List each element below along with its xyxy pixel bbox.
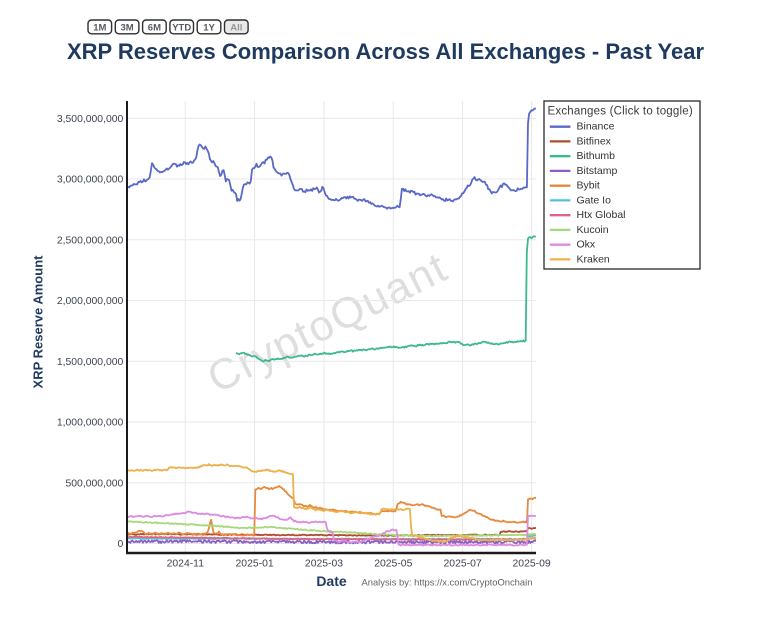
svg-text:Okx: Okx xyxy=(577,239,596,251)
svg-text:1,000,000,000: 1,000,000,000 xyxy=(57,418,124,429)
svg-text:2,000,000,000: 2,000,000,000 xyxy=(57,296,124,307)
svg-text:Analysis by: https://x.com/Cry: Analysis by: https://x.com/CryptoOnchain xyxy=(362,577,533,588)
svg-text:Kucoin: Kucoin xyxy=(577,224,609,236)
svg-text:500,000,000: 500,000,000 xyxy=(66,478,124,489)
svg-text:All: All xyxy=(230,23,242,34)
svg-text:Bybit: Bybit xyxy=(577,180,600,192)
svg-text:Binance: Binance xyxy=(577,121,615,133)
svg-text:2024-11: 2024-11 xyxy=(167,559,205,570)
svg-text:3,000,000,000: 3,000,000,000 xyxy=(57,175,124,186)
svg-text:6M: 6M xyxy=(148,23,161,34)
svg-text:2025-07: 2025-07 xyxy=(444,559,482,570)
svg-text:1,500,000,000: 1,500,000,000 xyxy=(57,357,124,368)
svg-text:3,500,000,000: 3,500,000,000 xyxy=(57,114,124,125)
svg-text:1Y: 1Y xyxy=(203,23,215,34)
svg-text:XRP Reserves Comparison Across: XRP Reserves Comparison Across All Excha… xyxy=(67,39,705,64)
svg-text:2025-05: 2025-05 xyxy=(374,559,412,570)
svg-text:YTD: YTD xyxy=(172,23,191,34)
svg-text:3M: 3M xyxy=(120,23,133,34)
svg-text:2025-03: 2025-03 xyxy=(305,559,343,570)
svg-text:2025-01: 2025-01 xyxy=(236,559,274,570)
svg-text:0: 0 xyxy=(118,539,124,550)
svg-text:1M: 1M xyxy=(93,23,106,34)
svg-text:Bitfinex: Bitfinex xyxy=(577,135,612,147)
svg-text:2025-09: 2025-09 xyxy=(513,559,551,570)
svg-text:Date: Date xyxy=(316,573,347,589)
svg-text:Htx Global: Htx Global xyxy=(577,209,626,221)
svg-text:Bitstamp: Bitstamp xyxy=(577,165,618,177)
svg-text:Exchanges (Click to toggle): Exchanges (Click to toggle) xyxy=(548,106,693,118)
svg-text:Gate Io: Gate Io xyxy=(577,194,612,206)
svg-text:2,500,000,000: 2,500,000,000 xyxy=(57,235,124,246)
svg-text:Kraken: Kraken xyxy=(577,253,610,265)
svg-text:Bithumb: Bithumb xyxy=(577,150,616,162)
svg-text:XRP Reserve Amount: XRP Reserve Amount xyxy=(31,255,46,389)
